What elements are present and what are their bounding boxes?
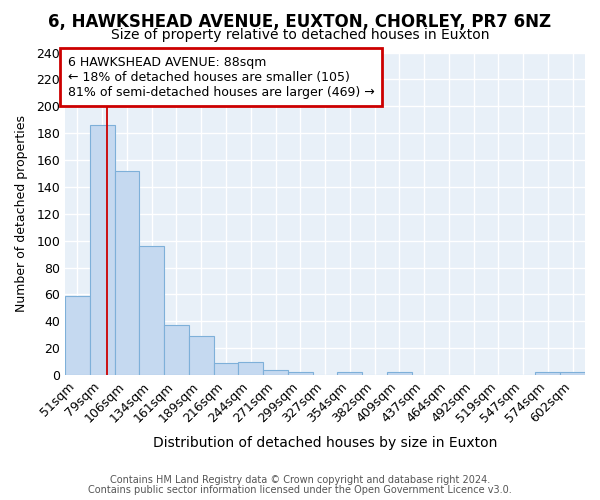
Bar [288, 372, 313, 375]
Bar [164, 326, 189, 375]
Text: Size of property relative to detached houses in Euxton: Size of property relative to detached ho… [111, 28, 489, 42]
Bar [560, 372, 585, 375]
Bar [139, 246, 164, 375]
Text: Contains HM Land Registry data © Crown copyright and database right 2024.: Contains HM Land Registry data © Crown c… [110, 475, 490, 485]
Bar [189, 336, 214, 375]
Bar [65, 296, 90, 375]
Y-axis label: Number of detached properties: Number of detached properties [15, 116, 28, 312]
Text: Contains public sector information licensed under the Open Government Licence v3: Contains public sector information licen… [88, 485, 512, 495]
Bar [387, 372, 412, 375]
Bar [337, 372, 362, 375]
Bar [214, 363, 238, 375]
Text: 6, HAWKSHEAD AVENUE, EUXTON, CHORLEY, PR7 6NZ: 6, HAWKSHEAD AVENUE, EUXTON, CHORLEY, PR… [49, 12, 551, 30]
Bar [90, 125, 115, 375]
Bar [115, 171, 139, 375]
Text: 6 HAWKSHEAD AVENUE: 88sqm
← 18% of detached houses are smaller (105)
81% of semi: 6 HAWKSHEAD AVENUE: 88sqm ← 18% of detac… [68, 56, 374, 98]
X-axis label: Distribution of detached houses by size in Euxton: Distribution of detached houses by size … [153, 436, 497, 450]
Bar [238, 362, 263, 375]
Bar [535, 372, 560, 375]
Bar [263, 370, 288, 375]
